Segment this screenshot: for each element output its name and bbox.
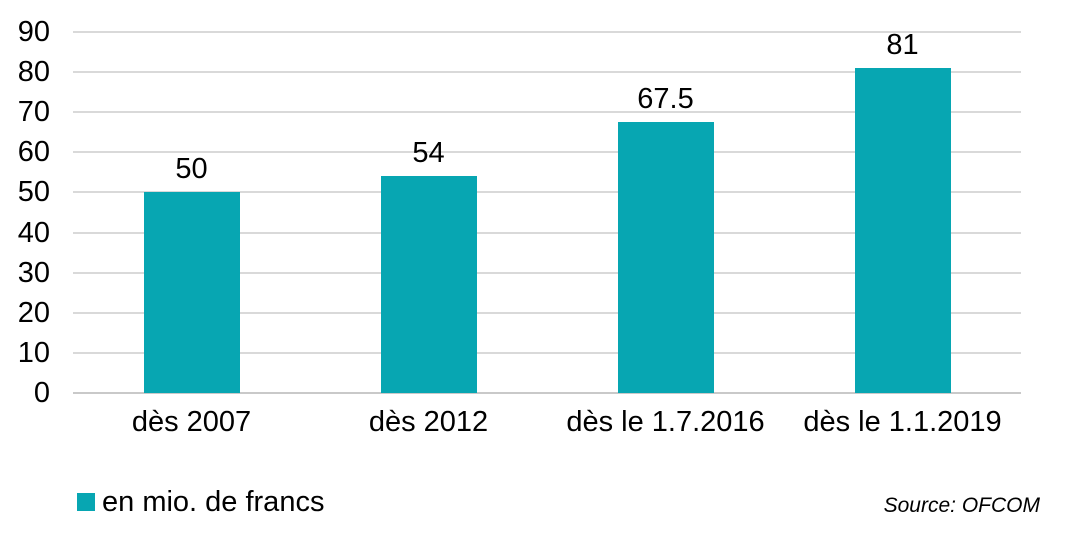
legend: en mio. de francs: [77, 487, 324, 517]
gridline: [73, 191, 1021, 194]
x-axis-category-label: dès 2012: [368, 406, 489, 438]
bar: [380, 176, 477, 393]
x-axis-category-label: dès 2007: [131, 406, 252, 438]
y-axis-tick-label: 10: [17, 336, 50, 369]
gridline: [73, 351, 1021, 354]
legend-label: en mio. de francs: [102, 486, 325, 518]
source-note: Source: OFCOM: [883, 494, 1040, 517]
y-axis-tick-label: 70: [17, 96, 50, 129]
bar-value-label: 54: [412, 137, 445, 170]
x-axis-category-label: dès le 1.1.2019: [803, 406, 1002, 438]
bar-value-label: 81: [886, 29, 919, 62]
bar: [143, 192, 240, 393]
bar: [854, 68, 951, 393]
y-axis-tick-label: 20: [17, 296, 50, 329]
gridline: [73, 271, 1021, 274]
legend-swatch-icon: [77, 493, 95, 511]
gridline: [73, 111, 1021, 114]
y-axis-tick-label: 40: [17, 216, 50, 249]
y-axis-tick-label: 80: [17, 56, 50, 89]
gridline: [73, 231, 1021, 234]
bar-value-label: 67.5: [637, 83, 694, 116]
x-axis-baseline: [73, 392, 1021, 394]
bar-value-label: 50: [175, 153, 208, 186]
gridline: [73, 71, 1021, 74]
gridline: [73, 311, 1021, 314]
y-axis-tick-label: 90: [17, 16, 50, 48]
y-axis-tick-label: 50: [17, 176, 50, 209]
y-axis-tick-label: 60: [17, 136, 50, 169]
gridline: [73, 151, 1021, 154]
gridline: [73, 31, 1021, 33]
y-axis-tick-label: 30: [17, 256, 50, 289]
bar: [617, 122, 714, 393]
x-axis-category-label: dès le 1.7.2016: [566, 406, 765, 438]
y-axis-tick-label: 0: [33, 377, 50, 409]
